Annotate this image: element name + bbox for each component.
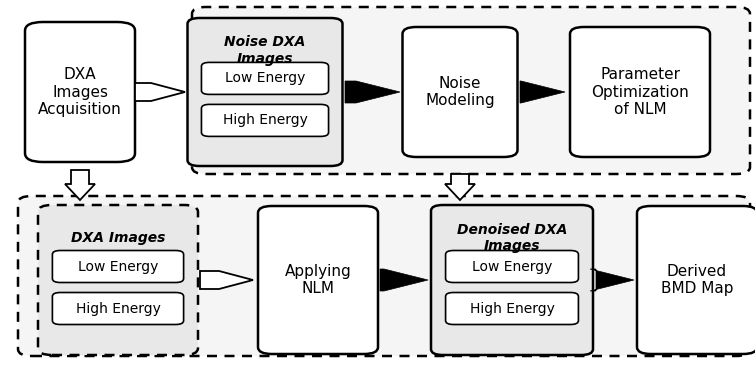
Text: DXA Images: DXA Images <box>71 231 165 245</box>
FancyArrow shape <box>200 271 253 289</box>
FancyBboxPatch shape <box>52 293 183 325</box>
Text: Low Energy: Low Energy <box>472 259 552 273</box>
Text: Low Energy: Low Energy <box>225 71 305 85</box>
Text: High Energy: High Energy <box>76 301 160 315</box>
FancyBboxPatch shape <box>445 251 578 283</box>
FancyBboxPatch shape <box>637 206 755 354</box>
FancyBboxPatch shape <box>570 27 710 157</box>
FancyArrow shape <box>520 81 565 103</box>
FancyBboxPatch shape <box>445 293 578 325</box>
FancyBboxPatch shape <box>18 196 750 356</box>
Text: Derived
BMD Map: Derived BMD Map <box>661 264 733 296</box>
FancyArrow shape <box>380 269 428 291</box>
FancyArrow shape <box>135 83 185 101</box>
FancyBboxPatch shape <box>52 251 183 283</box>
Text: Noise
Modeling: Noise Modeling <box>425 76 495 108</box>
Text: High Energy: High Energy <box>223 113 307 127</box>
FancyBboxPatch shape <box>192 7 750 174</box>
FancyBboxPatch shape <box>38 205 198 355</box>
FancyBboxPatch shape <box>402 27 517 157</box>
FancyBboxPatch shape <box>202 63 328 95</box>
FancyBboxPatch shape <box>431 205 593 355</box>
Text: Parameter
Optimization
of NLM: Parameter Optimization of NLM <box>591 67 689 117</box>
FancyBboxPatch shape <box>25 22 135 162</box>
FancyArrow shape <box>445 174 475 200</box>
FancyArrow shape <box>345 81 400 103</box>
Text: Applying
NLM: Applying NLM <box>285 264 351 296</box>
Text: Noise DXA
Images: Noise DXA Images <box>224 35 306 66</box>
FancyArrow shape <box>590 269 634 291</box>
Text: Denoised DXA
Images: Denoised DXA Images <box>457 223 567 253</box>
FancyBboxPatch shape <box>187 18 343 166</box>
FancyArrow shape <box>65 170 95 200</box>
Text: High Energy: High Energy <box>470 301 554 315</box>
FancyBboxPatch shape <box>258 206 378 354</box>
Text: Low Energy: Low Energy <box>78 259 159 273</box>
Text: DXA
Images
Acquisition: DXA Images Acquisition <box>38 67 122 117</box>
FancyBboxPatch shape <box>202 105 328 137</box>
